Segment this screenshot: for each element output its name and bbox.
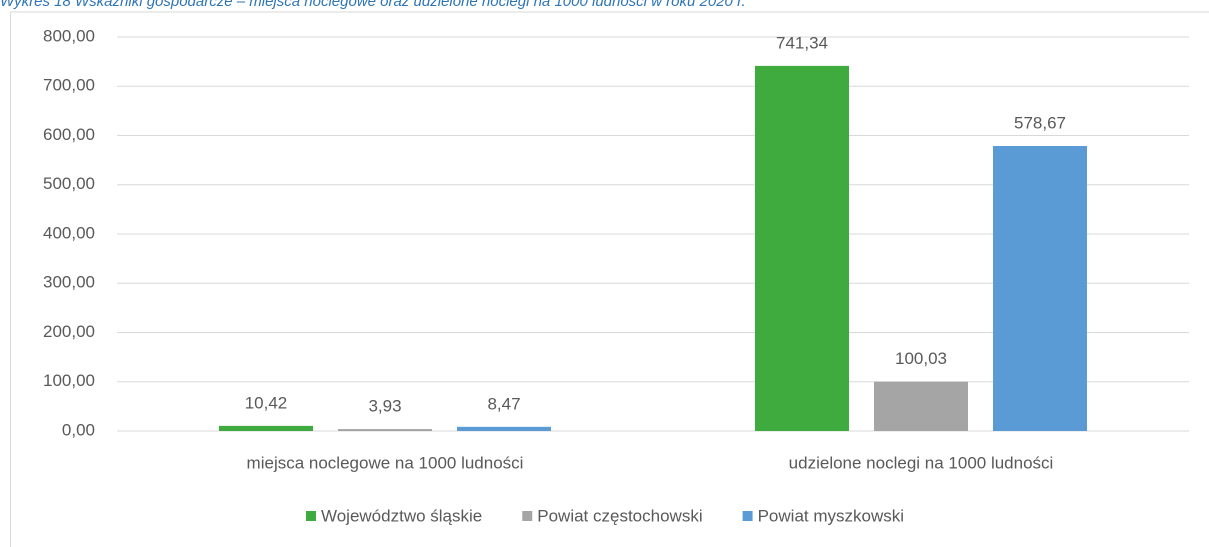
bar [874,381,968,431]
x-tick-label: udzielone noclegi na 1000 ludności [789,453,1054,472]
y-tick-label: 0,00 [62,420,95,439]
value-label: 741,34 [776,33,828,52]
y-tick-label: 500,00 [43,174,95,193]
legend-label: Powiat myszkowski [758,506,904,525]
legend-label: Województwo śląskie [321,506,482,525]
legend-swatch [522,511,533,521]
y-tick-label: 600,00 [43,125,95,144]
bar [993,146,1087,432]
y-tick-label: 200,00 [43,322,95,341]
value-label: 8,47 [487,394,520,413]
bar [338,429,432,431]
y-tick-label: 400,00 [43,223,95,242]
y-tick-label: 100,00 [43,371,95,390]
y-tick-label: 300,00 [43,273,95,292]
chart-frame [10,11,1209,547]
legend-swatch [742,511,753,521]
bar [755,65,849,432]
x-tick-label: miejsca noclegowe na 1000 ludności [247,453,524,472]
value-label: 3,93 [368,397,401,416]
legend-label: Powiat częstochowski [537,506,702,525]
legend-swatch [305,511,316,521]
bar [219,425,313,431]
value-label: 10,42 [245,393,288,412]
value-label: 578,67 [1014,113,1066,132]
value-label: 100,03 [895,349,947,368]
y-tick-label: 800,00 [43,26,95,45]
y-tick-label: 700,00 [43,76,95,95]
chart-title: Wykres 18 Wskaźniki gospodarcze – miejsc… [0,0,746,10]
bar [457,426,551,431]
